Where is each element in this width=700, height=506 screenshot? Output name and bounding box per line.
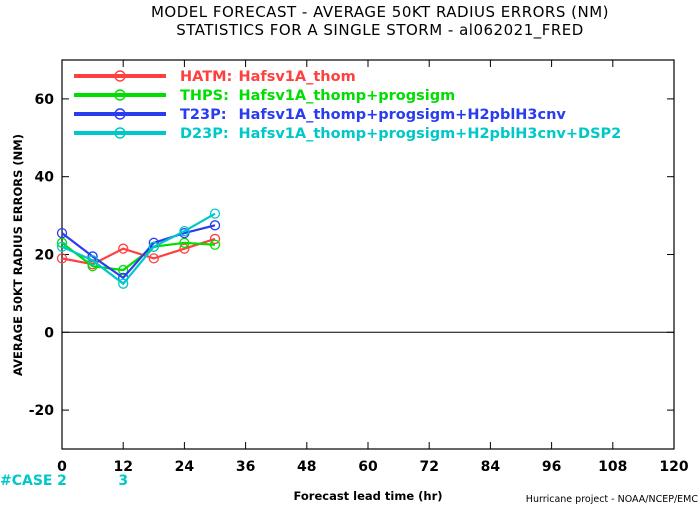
legend-series-name: HATM: bbox=[180, 69, 232, 85]
y-tick-label: 20 bbox=[35, 248, 55, 264]
series-point bbox=[118, 264, 129, 276]
legend-series-name: D23P: bbox=[180, 126, 229, 142]
series-point bbox=[56, 253, 68, 264]
series-point bbox=[209, 220, 221, 231]
y-tick-label: -20 bbox=[29, 403, 55, 419]
series-line bbox=[61, 212, 216, 286]
case-counts: #CASE 2 3 bbox=[0, 473, 128, 489]
chart-title-line2: STATISTICS FOR A SINGLE STORM - al062021… bbox=[176, 21, 584, 40]
case-count: 3 bbox=[118, 473, 128, 489]
series-point bbox=[148, 241, 159, 252]
x-tick-label: 108 bbox=[598, 459, 627, 475]
y-axis-label: AVERAGE 50KT RADIUS ERRORS (NM) bbox=[11, 134, 25, 376]
case-count: 2 bbox=[57, 473, 67, 489]
legend-series-name: T23P: bbox=[180, 107, 227, 123]
series-point bbox=[179, 237, 190, 248]
legend-marker bbox=[114, 127, 126, 139]
series-point bbox=[148, 253, 159, 264]
series-point bbox=[209, 233, 221, 245]
x-tick-label: 36 bbox=[236, 459, 255, 475]
legend-series-desc: Hafsv1A_thomp+progsigm+H2pblH3cnv bbox=[239, 107, 567, 123]
legend-series-name: THPS: bbox=[180, 88, 229, 104]
x-tick-label: 96 bbox=[542, 459, 561, 475]
x-axis-ticks: 0 12 24 36 48 60 72 84 96 108 120 bbox=[57, 60, 689, 475]
series-point bbox=[179, 226, 190, 237]
x-tick-label: 12 bbox=[113, 459, 132, 475]
x-tick-label: 60 bbox=[358, 459, 378, 475]
credit-text: Hurricane project - NOAA/NCEP/EMC bbox=[526, 494, 699, 505]
y-axis-ticks: -20 0 20 40 60 bbox=[29, 92, 674, 419]
legend: HATM: Hafsv1A_thom THPS: Hafsv1A_thomp+prog… bbox=[74, 69, 621, 142]
series-point bbox=[87, 255, 98, 266]
x-tick-label: 48 bbox=[297, 459, 316, 475]
legend-marker bbox=[114, 108, 126, 120]
series-point bbox=[209, 239, 221, 250]
legend-marker bbox=[114, 89, 126, 101]
legend-series-desc: Hafsv1A_thomp+progsigm+H2pblH3cnv+DSP2 bbox=[239, 126, 622, 142]
x-tick-label: 84 bbox=[481, 459, 501, 475]
y-tick-label: 0 bbox=[44, 325, 54, 341]
legend-marker bbox=[114, 70, 126, 82]
legend-series-desc: Hafsv1A_thom bbox=[239, 69, 356, 85]
y-tick-label: 60 bbox=[35, 92, 55, 108]
series-line bbox=[61, 224, 216, 280]
series-point bbox=[118, 278, 129, 289]
series-point bbox=[56, 241, 68, 252]
series-point bbox=[118, 243, 129, 254]
series-point bbox=[56, 227, 68, 239]
legend-series-desc: Hafsv1A_thomp+progsigm bbox=[239, 88, 456, 104]
x-axis-label: Forecast lead time (hr) bbox=[293, 489, 442, 503]
series-point bbox=[209, 208, 221, 219]
x-tick-label: 0 bbox=[57, 459, 67, 475]
x-tick-label: 120 bbox=[659, 459, 688, 475]
series-point bbox=[179, 243, 190, 254]
case-label: #CASE bbox=[0, 473, 53, 489]
series-layer bbox=[56, 208, 221, 289]
x-tick-label: 24 bbox=[175, 459, 195, 475]
chart-title-line1: MODEL FORECAST - AVERAGE 50KT RADIUS ERR… bbox=[151, 3, 609, 21]
y-tick-label: 40 bbox=[35, 170, 55, 186]
x-tick-label: 72 bbox=[419, 459, 438, 475]
